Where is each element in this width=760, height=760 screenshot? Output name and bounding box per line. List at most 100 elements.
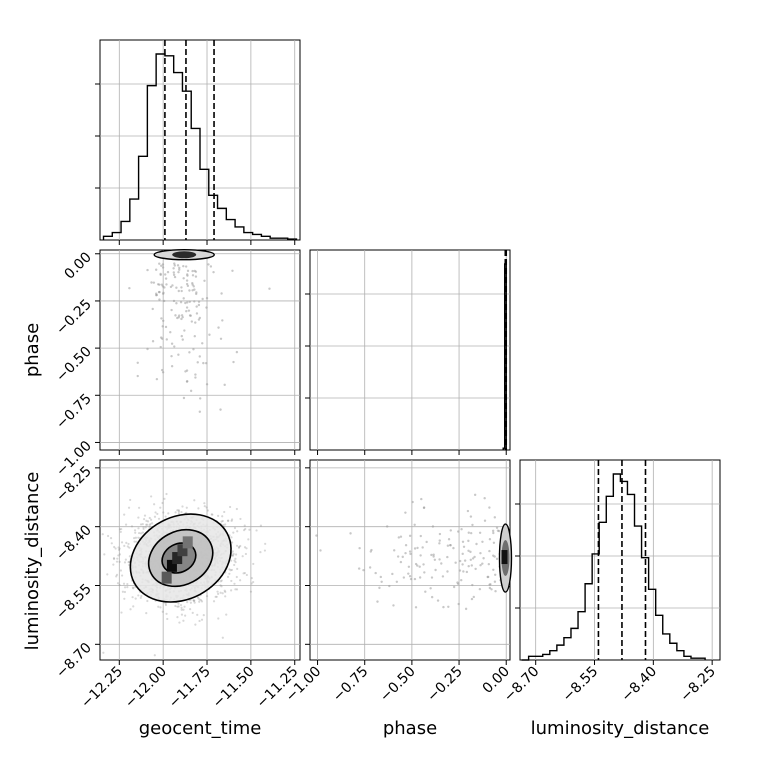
scatter-point xyxy=(153,654,156,657)
x-tick-label: −12.00 xyxy=(122,664,170,712)
scatter-point xyxy=(207,263,210,266)
scatter-point xyxy=(470,564,473,567)
scatter-point xyxy=(206,509,209,512)
scatter-point xyxy=(180,510,183,514)
scatter-point xyxy=(150,281,153,284)
scatter-point xyxy=(488,506,491,509)
scatter-point xyxy=(418,576,422,579)
scatter-point xyxy=(404,543,408,547)
scatter-point xyxy=(422,506,426,510)
scatter-point xyxy=(486,575,489,579)
scatter-point xyxy=(164,602,167,605)
scatter-point xyxy=(110,542,113,545)
scatter-point xyxy=(493,580,497,583)
scatter-point xyxy=(408,575,412,578)
x-tick-label: −0.75 xyxy=(330,664,372,706)
scatter-point xyxy=(182,264,185,268)
scatter-point xyxy=(185,380,189,383)
scatter-point xyxy=(153,503,156,506)
scatter-point xyxy=(121,590,124,593)
scatter-point xyxy=(493,516,497,519)
scatter-point xyxy=(490,588,493,591)
scatter-point xyxy=(219,337,223,340)
scatter-point xyxy=(205,383,209,386)
scatter-point xyxy=(173,262,176,265)
scatter-point xyxy=(244,527,247,531)
panels-layer: −1.00−0.75−0.50−0.250.00−8.70−8.55−8.40−… xyxy=(53,39,721,712)
scatter-point xyxy=(217,514,220,517)
scatter-point xyxy=(227,519,230,522)
scatter-point xyxy=(198,598,201,601)
scatter-point xyxy=(459,559,462,563)
scatter-point xyxy=(159,264,163,267)
scatter-point xyxy=(460,527,463,531)
scatter-point xyxy=(483,519,487,522)
scatter-point xyxy=(220,585,223,588)
scatter-point xyxy=(186,284,190,288)
scatter-point xyxy=(252,580,255,584)
scatter-point xyxy=(121,574,124,577)
scatter-point xyxy=(114,547,117,550)
scatter-point xyxy=(183,605,186,608)
scatter-point xyxy=(156,283,160,286)
scatter-point xyxy=(106,573,109,576)
scatter-point xyxy=(169,331,172,334)
scatter-point xyxy=(170,354,173,358)
scatter-point xyxy=(144,526,147,529)
scatter-point xyxy=(133,540,136,543)
scatter-point xyxy=(399,560,403,564)
scatter-point xyxy=(137,536,140,539)
scatter-point xyxy=(469,515,473,518)
scatter-point xyxy=(469,558,472,561)
scatter-point xyxy=(230,519,233,522)
scatter-point xyxy=(164,515,167,518)
scatter-point xyxy=(434,568,437,572)
scatter-point xyxy=(461,552,464,556)
scatter-point xyxy=(191,611,194,614)
y-tick-label: 0.00 xyxy=(61,249,94,282)
scatter-point xyxy=(177,316,180,319)
scatter-point xyxy=(230,568,234,572)
scatter-point xyxy=(102,651,105,654)
scatter-point xyxy=(252,562,255,566)
scatter-point xyxy=(248,528,251,531)
scatter-point xyxy=(182,619,185,622)
scatter-point xyxy=(243,529,246,532)
scatter-point xyxy=(212,600,216,603)
scatter-point xyxy=(226,575,230,579)
scatter-point xyxy=(188,300,191,304)
scatter-point xyxy=(201,342,204,345)
scatter-point xyxy=(172,273,176,277)
scatter-point xyxy=(170,342,174,345)
density-core xyxy=(501,550,508,565)
scatter-point xyxy=(115,560,119,563)
scatter-point xyxy=(203,279,206,282)
scatter-point xyxy=(131,596,134,599)
scatter-point xyxy=(175,286,178,289)
scatter-point xyxy=(170,308,173,312)
scatter-point xyxy=(106,534,110,538)
scatter-point xyxy=(132,587,135,590)
scatter-point xyxy=(216,590,219,593)
scatter-point xyxy=(231,541,234,544)
scatter-point xyxy=(123,513,126,516)
scatter-point xyxy=(193,499,196,502)
scatter-point xyxy=(199,397,202,400)
scatter-point xyxy=(162,291,165,294)
scatter-point xyxy=(230,589,233,592)
scatter-point xyxy=(194,373,197,376)
scatter-point xyxy=(224,595,227,598)
scatter-point xyxy=(192,599,195,602)
scatter-point xyxy=(176,616,179,619)
scatter-point xyxy=(440,562,443,565)
scatter-point xyxy=(176,605,179,608)
scatter-point xyxy=(157,605,160,608)
scatter-point xyxy=(481,540,484,543)
scatter-point xyxy=(123,561,127,564)
scatter-point xyxy=(495,557,499,561)
scatter-point xyxy=(192,348,195,351)
scatter-point xyxy=(228,568,231,571)
scatter-point xyxy=(457,602,460,606)
x-axis-label-phase: phase xyxy=(383,718,437,739)
scatter-point xyxy=(191,269,194,273)
